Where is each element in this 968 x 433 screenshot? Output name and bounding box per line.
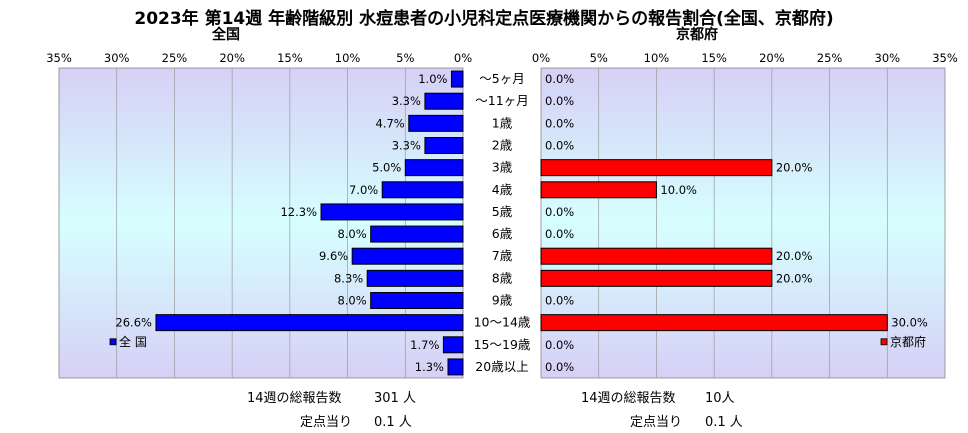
kyoto-total-value: 10人	[705, 391, 735, 406]
kyoto-bar	[540, 159, 773, 177]
kyoto-data-label: 10.0%	[660, 183, 697, 197]
national-bar	[450, 70, 464, 88]
kyoto-data-label: 20.0%	[776, 271, 813, 285]
category-label: 1歳	[492, 115, 513, 130]
kyoto-data-label: 20.0%	[776, 249, 813, 263]
national-data-label: 1.7%	[410, 338, 439, 352]
category-label: 3歳	[492, 160, 513, 175]
kyoto-data-label: 0.0%	[545, 139, 574, 153]
national-total-value: 301 人	[374, 391, 416, 406]
national-data-label: 3.3%	[392, 139, 421, 153]
national-data-label: 3.3%	[392, 94, 421, 108]
kyoto-chart-title: 京都府	[676, 27, 718, 43]
kyoto-legend-label: 京都府	[890, 334, 926, 349]
national-data-label: 8.3%	[334, 271, 363, 285]
national-legend-swatch	[109, 338, 117, 346]
category-label: 9歳	[492, 293, 513, 308]
kyoto-tick-label: 35%	[932, 51, 958, 65]
national-data-label: 4.7%	[376, 116, 405, 130]
national-bar	[408, 114, 464, 132]
kyoto-data-label: 0.0%	[545, 72, 574, 86]
kyoto-bar	[540, 269, 773, 287]
category-label: 4歳	[492, 182, 513, 197]
national-per-label: 定点当り	[300, 415, 353, 430]
national-tick-label: 0%	[454, 51, 472, 65]
national-bar	[351, 247, 464, 265]
national-data-label: 1.3%	[415, 360, 444, 374]
kyoto-data-label: 30.0%	[891, 316, 928, 330]
national-data-label: 7.0%	[349, 183, 378, 197]
category-label: 8歳	[492, 270, 513, 285]
category-label: 10～14歳	[474, 315, 531, 330]
national-tick-label: 25%	[162, 51, 188, 65]
national-tick-label: 30%	[104, 51, 130, 65]
national-tick-label: 35%	[46, 51, 72, 65]
kyoto-total-label: 14週の総報告数	[581, 391, 676, 406]
kyoto-bar	[540, 181, 657, 199]
national-chart-title: 全国	[212, 27, 240, 43]
national-bar	[442, 336, 464, 354]
national-bar	[381, 181, 464, 199]
national-tick-label: 20%	[219, 51, 245, 65]
national-data-label: 8.0%	[337, 227, 366, 241]
kyoto-tick-label: 5%	[590, 51, 608, 65]
national-plot-area	[58, 67, 464, 379]
category-label: 15～19歳	[474, 337, 531, 352]
national-data-label: 8.0%	[337, 294, 366, 308]
national-bar	[366, 269, 464, 287]
kyoto-tick-label: 30%	[875, 51, 901, 65]
category-label: 5歳	[492, 204, 513, 219]
kyoto-data-label: 20.0%	[776, 161, 813, 175]
national-bar	[424, 137, 464, 154]
category-label: 20歳以上	[475, 359, 528, 374]
national-data-label: 5.0%	[372, 161, 401, 175]
kyoto-legend-swatch	[880, 338, 888, 346]
kyoto-data-label: 0.0%	[545, 205, 574, 219]
kyoto-data-label: 0.0%	[545, 294, 574, 308]
national-data-label: 1.0%	[418, 72, 447, 86]
national-bar	[370, 292, 464, 309]
national-bar	[155, 314, 464, 332]
national-data-label: 12.3%	[280, 205, 317, 219]
chart-title: 2023年 第14週 年齢階級別 水痘患者の小児科定点医療機関からの報告割合(全…	[134, 9, 834, 29]
national-bar	[320, 203, 464, 221]
national-data-label: 9.6%	[319, 249, 348, 263]
national-data-label: 26.6%	[115, 316, 152, 330]
kyoto-data-label: 0.0%	[545, 94, 574, 108]
national-tick-label: 15%	[277, 51, 303, 65]
category-label: ～11ヶ月	[475, 93, 528, 108]
national-bar	[424, 92, 464, 110]
kyoto-tick-label: 10%	[644, 51, 670, 65]
national-per-value: 0.1 人	[374, 415, 412, 430]
kyoto-per-label: 定点当り	[630, 415, 683, 430]
national-legend-label: 全 国	[119, 334, 147, 349]
kyoto-plot-area	[540, 67, 946, 379]
kyoto-tick-label: 15%	[701, 51, 727, 65]
kyoto-bar	[540, 247, 773, 265]
kyoto-data-label: 0.0%	[545, 116, 574, 130]
kyoto-tick-label: 20%	[759, 51, 785, 65]
kyoto-per-value: 0.1 人	[705, 415, 743, 430]
kyoto-bar	[540, 314, 888, 332]
national-total-label: 14週の総報告数	[247, 391, 342, 406]
kyoto-data-label: 0.0%	[545, 227, 574, 241]
national-tick-label: 5%	[396, 51, 414, 65]
kyoto-tick-label: 0%	[532, 51, 550, 65]
category-label: 7歳	[492, 248, 513, 263]
national-bar	[370, 225, 464, 243]
national-bar	[404, 159, 464, 177]
category-label: 2歳	[492, 138, 513, 153]
kyoto-tick-label: 25%	[817, 51, 843, 65]
category-label: ～5ヶ月	[479, 71, 524, 86]
national-bar	[447, 358, 464, 376]
category-label: 6歳	[492, 226, 513, 241]
kyoto-data-label: 0.0%	[545, 338, 574, 352]
kyoto-data-label: 0.0%	[545, 360, 574, 374]
national-tick-label: 10%	[335, 51, 361, 65]
